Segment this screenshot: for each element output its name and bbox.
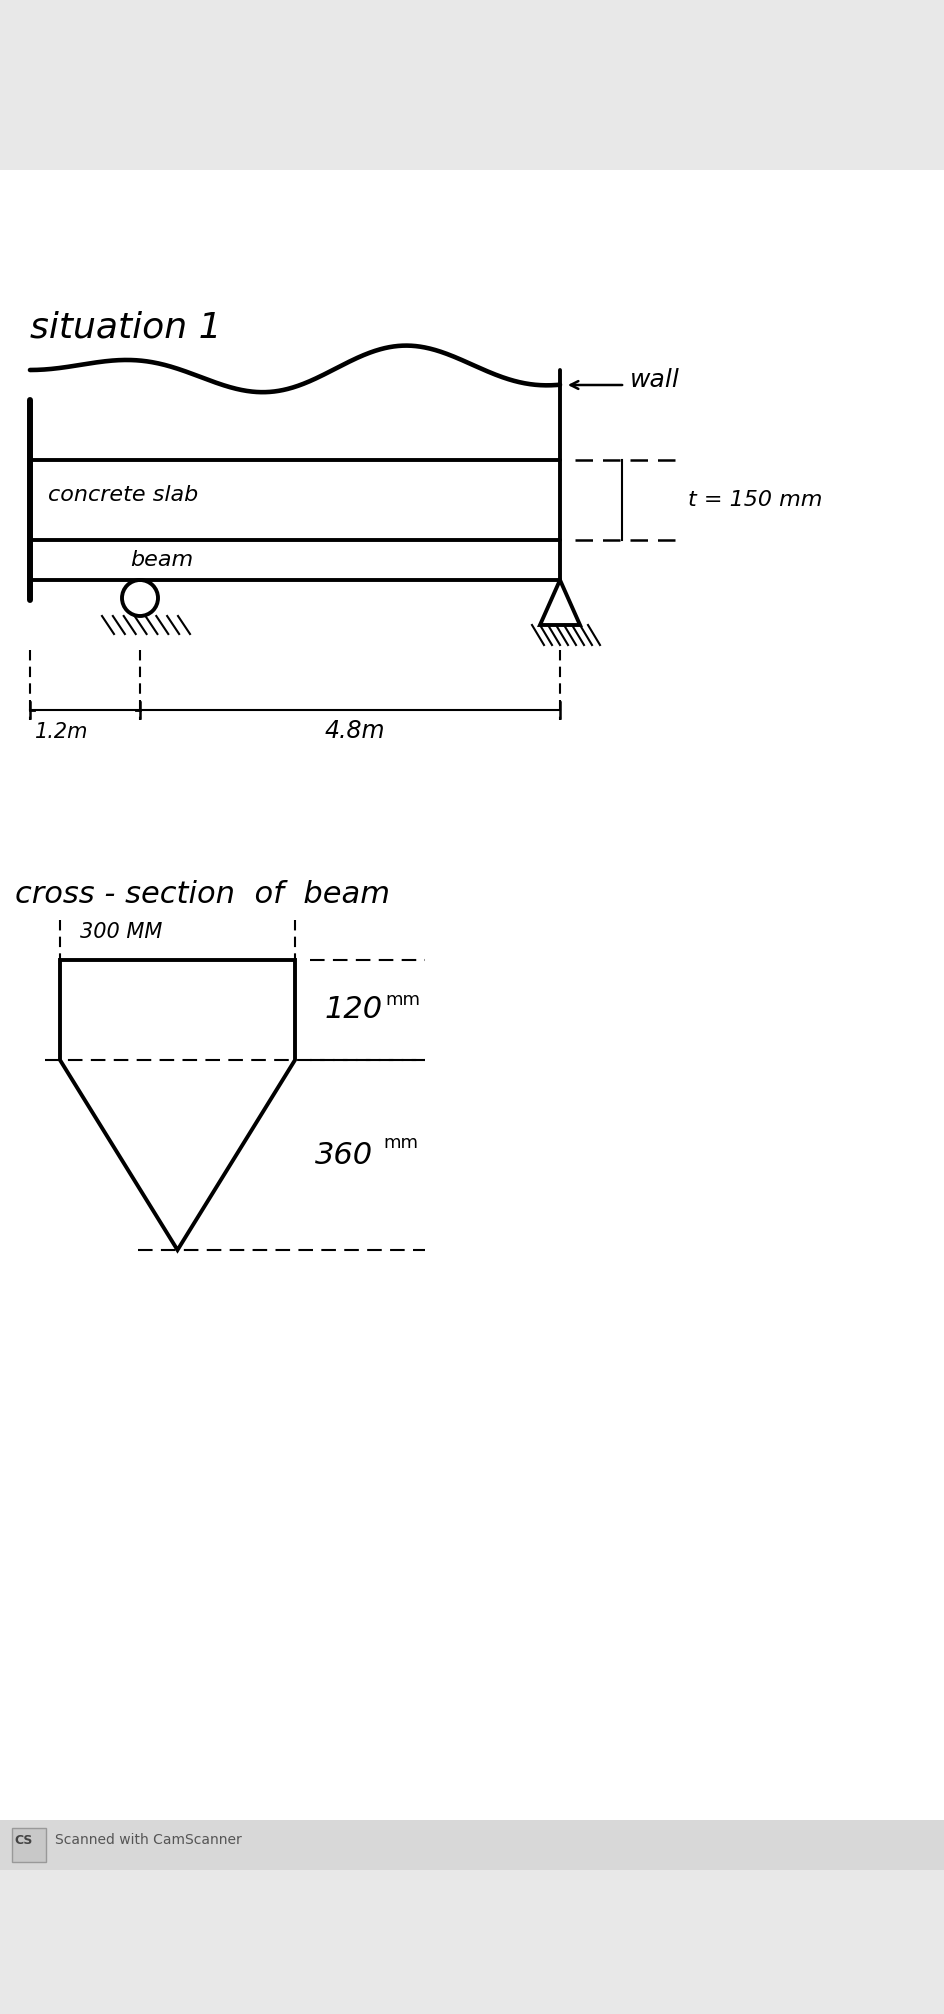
Text: 360: 360 [314,1140,373,1170]
Text: 300 MM: 300 MM [80,922,162,943]
Text: mm: mm [382,1134,417,1152]
Text: cross - section  of  beam: cross - section of beam [15,880,390,908]
Text: 120: 120 [325,995,382,1025]
Text: mm: mm [384,991,419,1009]
Text: Scanned with CamScanner: Scanned with CamScanner [55,1833,242,1847]
Bar [0,1871,944,2014]
Text: beam: beam [130,550,193,570]
Bar [12,1829,46,1863]
Text: 4.8m: 4.8m [325,719,385,743]
Text: wall: wall [630,369,679,393]
Text: t = 150 mm: t = 150 mm [687,489,821,510]
Text: concrete slab: concrete slab [48,485,198,506]
Text: 1.2m: 1.2m [35,721,89,741]
Text: situation 1: situation 1 [30,310,222,344]
Bar [0,1821,944,1871]
Bar [0,169,944,1821]
Bar [0,0,944,169]
Text: CS: CS [14,1835,32,1847]
